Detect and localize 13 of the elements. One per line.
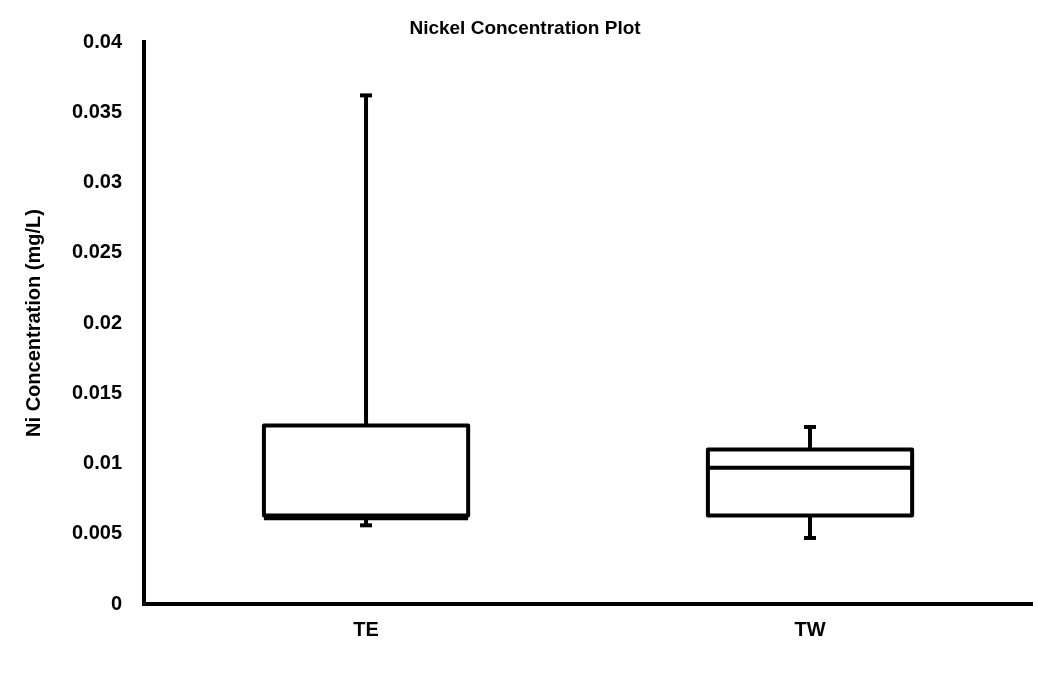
y-tick-label: 0.01 — [83, 451, 123, 474]
y-tick-label: 0.035 — [71, 99, 123, 122]
y-tick-label: 0.02 — [83, 310, 123, 333]
chart-title: Nickel Concentration Plot — [409, 16, 642, 38]
x-tick-label: TW — [794, 617, 826, 640]
y-axis-title: Ni Concentration (mg/L) — [21, 209, 44, 437]
y-tick-label: 0.04 — [83, 29, 123, 52]
y-tick-label: 0 — [110, 591, 123, 614]
y-tick-label: 0.03 — [83, 170, 123, 193]
y-tick-label: 0.005 — [71, 521, 123, 544]
y-tick-label: 0.015 — [71, 380, 123, 403]
x-tick-label: TE — [353, 617, 379, 640]
y-tick-label: 0.025 — [71, 240, 123, 263]
